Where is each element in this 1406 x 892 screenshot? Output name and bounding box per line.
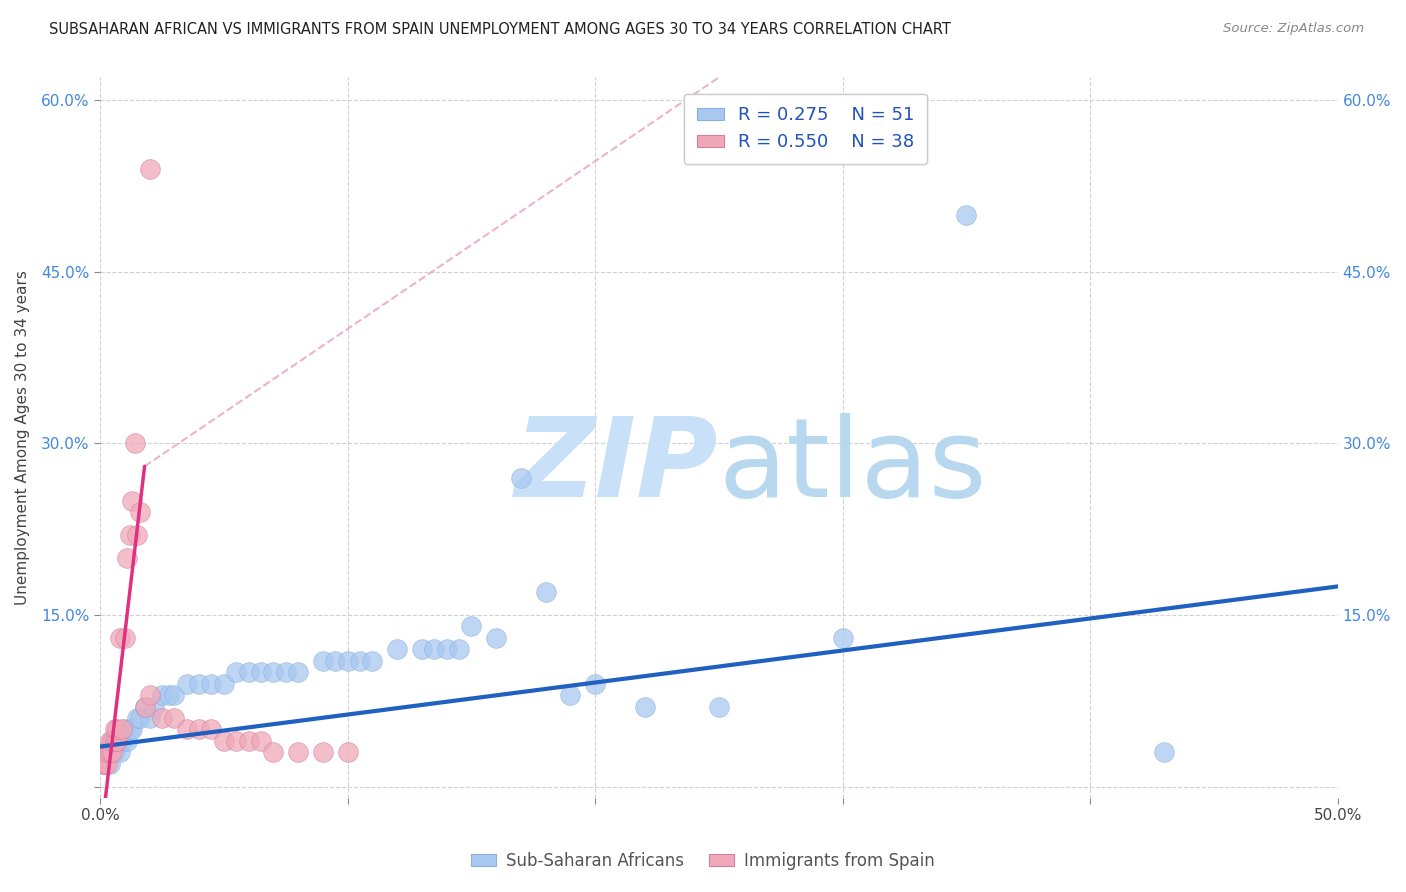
Point xyxy=(138,161,160,176)
Legend: Sub-Saharan Africans, Immigrants from Spain: Sub-Saharan Africans, Immigrants from Sp… xyxy=(464,846,942,877)
Point xyxy=(955,208,977,222)
Point xyxy=(150,688,173,702)
Point xyxy=(128,505,150,519)
Point xyxy=(94,745,117,759)
Point xyxy=(287,665,309,680)
Point xyxy=(460,619,482,633)
Point xyxy=(633,699,655,714)
Point xyxy=(101,745,124,759)
Legend: R = 0.275    N = 51, R = 0.550    N = 38: R = 0.275 N = 51, R = 0.550 N = 38 xyxy=(683,94,927,164)
Point xyxy=(188,723,211,737)
Point xyxy=(361,654,384,668)
Point xyxy=(104,734,127,748)
Point xyxy=(98,745,121,759)
Point xyxy=(101,734,124,748)
Point xyxy=(509,471,531,485)
Point xyxy=(105,723,128,737)
Point xyxy=(212,676,235,690)
Point xyxy=(96,756,118,771)
Point xyxy=(121,493,143,508)
Text: atlas: atlas xyxy=(718,413,987,520)
Point xyxy=(105,734,128,748)
Y-axis label: Unemployment Among Ages 30 to 34 years: Unemployment Among Ages 30 to 34 years xyxy=(15,270,30,605)
Point xyxy=(200,723,222,737)
Point xyxy=(1153,745,1175,759)
Point xyxy=(485,631,508,645)
Point xyxy=(127,528,149,542)
Point xyxy=(128,711,150,725)
Point xyxy=(188,676,211,690)
Point xyxy=(98,734,121,748)
Point xyxy=(94,756,117,771)
Point xyxy=(212,734,235,748)
Point xyxy=(831,631,853,645)
Point xyxy=(96,745,118,759)
Point xyxy=(118,528,141,542)
Point xyxy=(117,734,139,748)
Point xyxy=(225,734,247,748)
Point xyxy=(91,756,114,771)
Point xyxy=(94,756,117,771)
Point xyxy=(312,654,335,668)
Point xyxy=(134,699,156,714)
Point xyxy=(118,723,141,737)
Point xyxy=(104,745,127,759)
Point xyxy=(163,688,186,702)
Point xyxy=(262,745,284,759)
Point xyxy=(323,654,346,668)
Point xyxy=(105,734,128,748)
Point xyxy=(583,676,606,690)
Point xyxy=(114,631,136,645)
Point xyxy=(411,642,433,657)
Point xyxy=(707,699,730,714)
Point xyxy=(108,745,131,759)
Point xyxy=(349,654,371,668)
Point xyxy=(238,734,260,748)
Point xyxy=(385,642,408,657)
Point xyxy=(287,745,309,759)
Point xyxy=(238,665,260,680)
Point xyxy=(117,550,139,565)
Point xyxy=(138,711,160,725)
Text: SUBSAHARAN AFRICAN VS IMMIGRANTS FROM SPAIN UNEMPLOYMENT AMONG AGES 30 TO 34 YEA: SUBSAHARAN AFRICAN VS IMMIGRANTS FROM SP… xyxy=(49,22,950,37)
Point xyxy=(111,723,134,737)
Point xyxy=(138,688,160,702)
Point xyxy=(143,699,166,714)
Point xyxy=(121,723,143,737)
Point xyxy=(127,711,149,725)
Point xyxy=(336,745,359,759)
Text: Source: ZipAtlas.com: Source: ZipAtlas.com xyxy=(1223,22,1364,36)
Point xyxy=(534,585,557,599)
Point xyxy=(98,756,121,771)
Point xyxy=(134,699,156,714)
Point xyxy=(124,436,146,450)
Point xyxy=(436,642,458,657)
Point xyxy=(101,734,124,748)
Point xyxy=(336,654,359,668)
Point xyxy=(111,734,134,748)
Point xyxy=(250,734,273,748)
Point xyxy=(274,665,297,680)
Point xyxy=(108,631,131,645)
Point xyxy=(150,711,173,725)
Point xyxy=(96,745,118,759)
Point xyxy=(200,676,222,690)
Point xyxy=(176,676,198,690)
Point xyxy=(447,642,470,657)
Point xyxy=(225,665,247,680)
Point xyxy=(423,642,446,657)
Point xyxy=(163,711,186,725)
Point xyxy=(560,688,582,702)
Point xyxy=(312,745,335,759)
Point xyxy=(262,665,284,680)
Point xyxy=(176,723,198,737)
Point xyxy=(104,723,127,737)
Point xyxy=(157,688,180,702)
Point xyxy=(250,665,273,680)
Text: ZIP: ZIP xyxy=(516,413,718,520)
Point xyxy=(114,723,136,737)
